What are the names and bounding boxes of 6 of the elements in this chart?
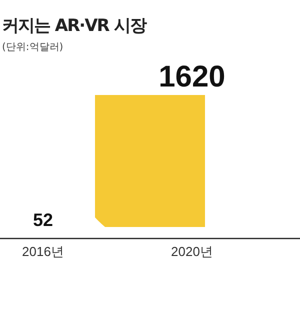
category-label: 2020년: [171, 244, 213, 259]
text: (단위:억달러): [2, 41, 64, 54]
data-label: 52: [32, 210, 54, 230]
data-label: 1620: [158, 60, 226, 94]
category-label: 2016년: [22, 244, 64, 259]
text: 커지는 AR·VR 시장: [2, 15, 146, 37]
